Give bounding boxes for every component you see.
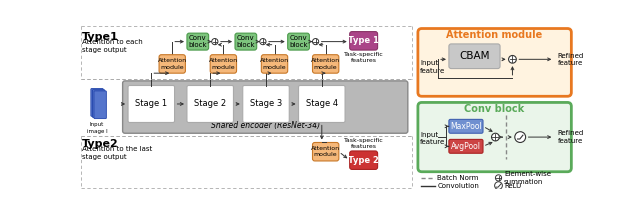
Text: Attention to the last
stage output: Attention to the last stage output — [83, 146, 152, 160]
Text: Type2: Type2 — [83, 139, 119, 149]
FancyBboxPatch shape — [235, 33, 257, 50]
Text: Type 2: Type 2 — [348, 156, 379, 165]
Text: Attention
module: Attention module — [311, 146, 340, 157]
FancyBboxPatch shape — [349, 32, 378, 50]
Text: Type 1: Type 1 — [348, 36, 379, 45]
Text: Conv
block: Conv block — [289, 35, 308, 48]
FancyBboxPatch shape — [92, 90, 105, 117]
Text: Attention
module: Attention module — [260, 58, 289, 70]
Text: Stage 2: Stage 2 — [194, 99, 227, 109]
FancyBboxPatch shape — [312, 55, 339, 73]
FancyBboxPatch shape — [128, 85, 175, 123]
FancyBboxPatch shape — [449, 119, 483, 133]
Text: Refined
feature: Refined feature — [557, 130, 584, 144]
FancyBboxPatch shape — [123, 81, 408, 133]
Circle shape — [260, 39, 266, 45]
Text: Task-specific
features: Task-specific features — [344, 138, 383, 149]
FancyBboxPatch shape — [449, 44, 500, 68]
Text: MaxPool: MaxPool — [450, 122, 482, 131]
FancyBboxPatch shape — [210, 55, 237, 73]
FancyBboxPatch shape — [418, 102, 572, 172]
Circle shape — [312, 39, 319, 45]
Text: Batch Norm: Batch Norm — [437, 175, 479, 181]
FancyBboxPatch shape — [187, 33, 209, 50]
FancyBboxPatch shape — [187, 85, 234, 123]
FancyBboxPatch shape — [94, 91, 106, 119]
FancyBboxPatch shape — [298, 85, 345, 123]
Circle shape — [495, 182, 502, 190]
FancyBboxPatch shape — [288, 33, 309, 50]
Circle shape — [492, 133, 499, 141]
Text: Task-specific
features: Task-specific features — [344, 52, 383, 63]
FancyBboxPatch shape — [91, 89, 103, 116]
Text: Conv
block: Conv block — [237, 35, 255, 48]
Text: CBAM: CBAM — [460, 51, 490, 61]
Text: Input
feature: Input feature — [420, 60, 445, 74]
FancyBboxPatch shape — [312, 142, 339, 161]
Text: Attention to each
stage output: Attention to each stage output — [83, 39, 143, 53]
Text: Attention
module: Attention module — [311, 58, 340, 70]
Circle shape — [212, 39, 218, 45]
Circle shape — [495, 175, 502, 181]
Text: Conv block: Conv block — [465, 104, 525, 114]
FancyBboxPatch shape — [261, 55, 288, 73]
FancyBboxPatch shape — [349, 151, 378, 169]
FancyBboxPatch shape — [449, 139, 483, 153]
Text: ReLU: ReLU — [504, 183, 521, 189]
FancyBboxPatch shape — [418, 29, 572, 96]
Text: Shared encoder (ResNet-34): Shared encoder (ResNet-34) — [211, 121, 320, 130]
FancyBboxPatch shape — [159, 55, 186, 73]
Text: AvgPool: AvgPool — [451, 142, 481, 151]
Text: Element-wise
summation: Element-wise summation — [504, 171, 551, 185]
Text: Stage 3: Stage 3 — [250, 99, 282, 109]
Text: Stage 4: Stage 4 — [306, 99, 338, 109]
FancyBboxPatch shape — [243, 85, 289, 123]
Text: Attention module: Attention module — [447, 31, 543, 40]
Text: Input
feature: Input feature — [420, 132, 445, 145]
Text: Type1: Type1 — [83, 32, 119, 42]
Text: Stage 1: Stage 1 — [135, 99, 168, 109]
Circle shape — [509, 56, 516, 63]
Text: Input
image I: Input image I — [86, 123, 108, 134]
Text: Attention
module: Attention module — [157, 58, 187, 70]
Text: Convolution: Convolution — [437, 183, 479, 189]
Circle shape — [515, 132, 525, 142]
Text: Refined
feature: Refined feature — [557, 53, 584, 66]
Text: Conv
block: Conv block — [189, 35, 207, 48]
Text: Attention
module: Attention module — [209, 58, 238, 70]
